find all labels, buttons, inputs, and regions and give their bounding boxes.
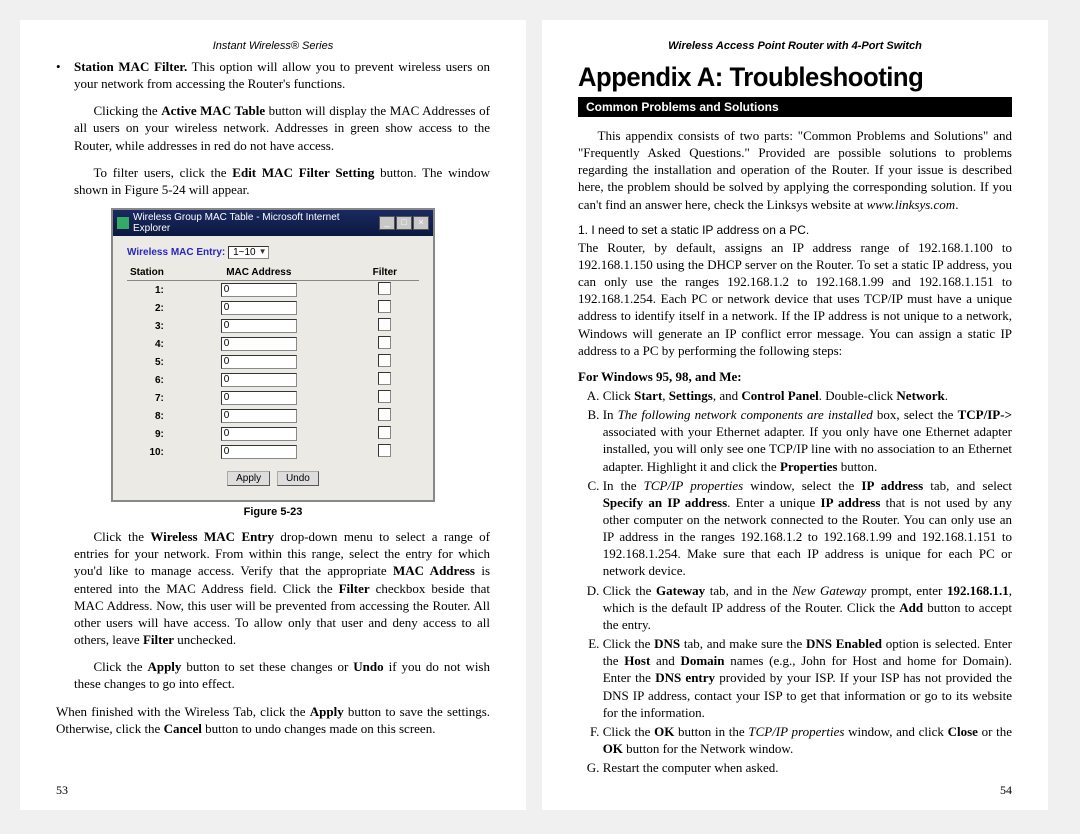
step-a: Click Start, Settings, and Control Panel…	[603, 387, 1012, 404]
filter-checkbox[interactable]	[378, 300, 391, 313]
para-apply-undo: Click the Apply button to set these chan…	[74, 658, 490, 692]
question-1-heading: 1. I need to set a static IP address on …	[578, 223, 1012, 237]
filter-checkbox[interactable]	[378, 426, 391, 439]
table-row: 2:0	[127, 299, 419, 317]
windows-subheading: For Windows 95, 98, and Me:	[578, 369, 1012, 385]
appendix-title: Appendix A: Troubleshooting	[578, 62, 990, 93]
mac-table: Station MAC Address Filter 1:02:03:04:05…	[127, 265, 419, 461]
mac-address-input[interactable]: 0	[221, 301, 297, 315]
filter-checkbox[interactable]	[378, 408, 391, 421]
table-row: 5:0	[127, 353, 419, 371]
maximize-button[interactable]: □	[396, 216, 412, 230]
undo-button[interactable]: Undo	[277, 471, 319, 486]
page-header-left: Instant Wireless® Series	[56, 40, 490, 52]
mac-address-input[interactable]: 0	[221, 283, 297, 297]
table-row: 1:0	[127, 281, 419, 300]
para-active-mac: Clicking the Active MAC Table button wil…	[74, 102, 490, 153]
page-spread: Instant Wireless® Series • Station MAC F…	[0, 0, 1080, 830]
mac-address-input[interactable]: 0	[221, 445, 297, 459]
page-header-right: Wireless Access Point Router with 4-Port…	[578, 40, 1012, 52]
step-d: Click the Gateway tab, and in the New Ga…	[603, 582, 1012, 633]
page-number-left: 53	[56, 783, 68, 798]
screenshot-mac-table: Wireless Group MAC Table - Microsoft Int…	[111, 208, 435, 502]
mac-address-input[interactable]: 0	[221, 409, 297, 423]
filter-checkbox[interactable]	[378, 372, 391, 385]
mac-address-input[interactable]: 0	[221, 319, 297, 333]
mac-entry-row: Wireless MAC Entry: 1~10	[127, 246, 419, 259]
filter-checkbox[interactable]	[378, 336, 391, 349]
para-finish: When finished with the Wireless Tab, cli…	[56, 703, 490, 737]
filter-checkbox[interactable]	[378, 318, 391, 331]
table-row: 4:0	[127, 335, 419, 353]
table-row: 8:0	[127, 407, 419, 425]
step-e: Click the DNS tab, and make sure the DNS…	[603, 635, 1012, 721]
table-row: 3:0	[127, 317, 419, 335]
filter-checkbox[interactable]	[378, 354, 391, 367]
filter-checkbox[interactable]	[378, 390, 391, 403]
bullet-station-mac-filter: • Station MAC Filter. This option will a…	[56, 58, 490, 92]
figure-caption: Figure 5-23	[56, 506, 490, 518]
mac-address-input[interactable]: 0	[221, 427, 297, 441]
page-left: Instant Wireless® Series • Station MAC F…	[20, 20, 526, 810]
step-g: Restart the computer when asked.	[603, 759, 1012, 776]
page-number-right: 54	[1000, 783, 1012, 798]
table-row: 7:0	[127, 389, 419, 407]
intro-paragraph: This appendix consists of two parts: "Co…	[578, 127, 1012, 213]
apply-button[interactable]: Apply	[227, 471, 270, 486]
filter-checkbox[interactable]	[378, 282, 391, 295]
question-1-body: The Router, by default, assigns an IP ad…	[578, 239, 1012, 359]
table-row: 10:0	[127, 443, 419, 461]
table-row: 9:0	[127, 425, 419, 443]
bullet-dot: •	[56, 58, 66, 92]
step-f: Click the OK button in the TCP/IP proper…	[603, 723, 1012, 757]
window-title: Wireless Group MAC Table - Microsoft Int…	[133, 212, 379, 234]
step-c: In the TCP/IP properties window, select …	[603, 477, 1012, 580]
minimize-button[interactable]: _	[379, 216, 395, 230]
para-mac-entry: Click the Wireless MAC Entry drop-down m…	[74, 528, 490, 648]
mac-address-input[interactable]: 0	[221, 355, 297, 369]
mac-entry-dropdown[interactable]: 1~10	[228, 246, 269, 259]
mac-address-input[interactable]: 0	[221, 373, 297, 387]
col-mac: MAC Address	[167, 265, 351, 281]
mac-address-input[interactable]: 0	[221, 391, 297, 405]
step-b: In The following network components are …	[603, 406, 1012, 475]
page-right: Wireless Access Point Router with 4-Port…	[542, 20, 1048, 810]
ie-icon	[117, 217, 129, 229]
window-titlebar: Wireless Group MAC Table - Microsoft Int…	[113, 210, 433, 236]
col-filter: Filter	[351, 265, 419, 281]
steps-list: Click Start, Settings, and Control Panel…	[578, 387, 1012, 776]
close-button[interactable]: ×	[413, 216, 429, 230]
section-heading: Common Problems and Solutions	[578, 97, 1012, 117]
para-filter-users: To filter users, click the Edit MAC Filt…	[74, 164, 490, 198]
table-row: 6:0	[127, 371, 419, 389]
col-station: Station	[127, 265, 167, 281]
filter-checkbox[interactable]	[378, 444, 391, 457]
mac-address-input[interactable]: 0	[221, 337, 297, 351]
